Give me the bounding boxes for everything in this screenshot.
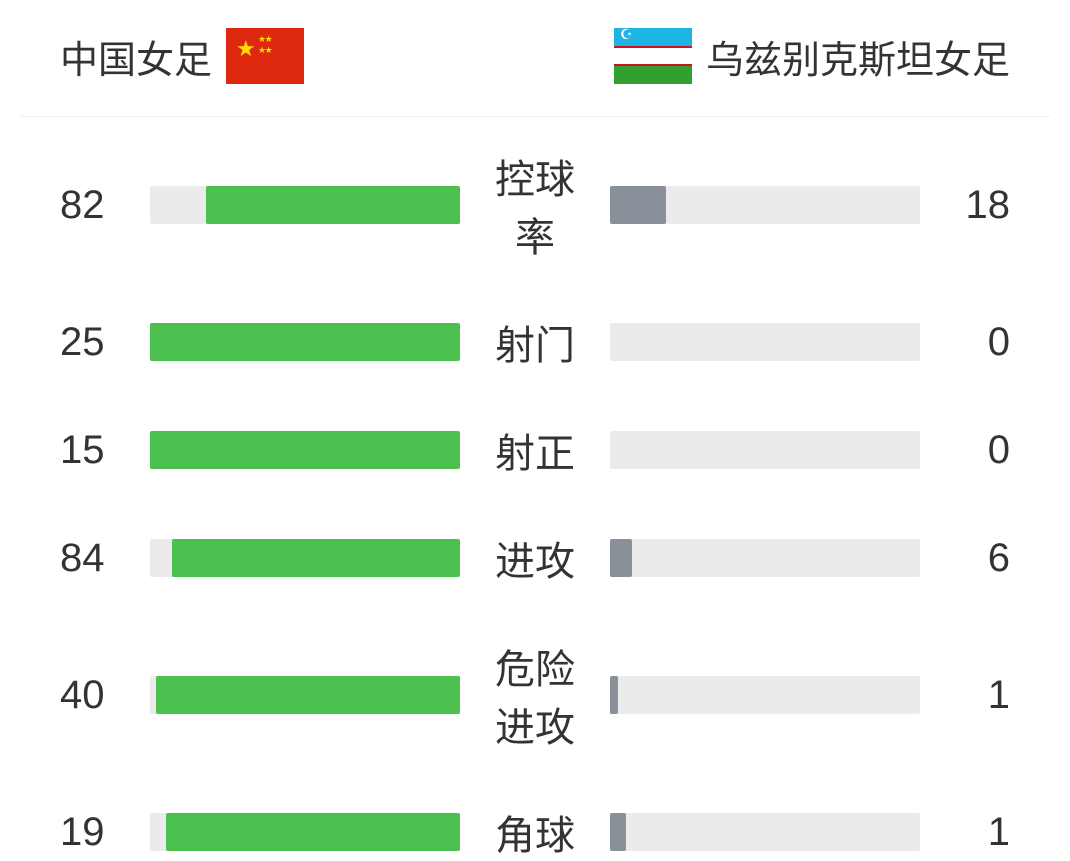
stat-value-left: 82 (60, 183, 150, 228)
stat-label: 角球 (460, 803, 610, 861)
stat-value-right: 1 (920, 673, 1010, 718)
stat-bar-left-fill (150, 431, 460, 469)
stat-value-right: 18 (920, 183, 1010, 228)
stat-row: 84 进攻 6 (60, 529, 1010, 587)
stat-value-left: 84 (60, 536, 150, 581)
stat-bar-left (150, 539, 460, 577)
flag-uzbekistan-icon (614, 28, 692, 84)
stat-label: 射门 (460, 313, 610, 371)
stat-bar-right-fill (610, 813, 626, 851)
stat-bar-left-fill (172, 539, 460, 577)
stat-bar-right-fill (610, 676, 618, 714)
stat-value-left: 25 (60, 320, 150, 365)
stat-row: 82 控球率 18 (60, 147, 1010, 263)
team-left-name: 中国女足 (60, 29, 212, 84)
stats-container: 中国女足 乌兹别克斯坦女足 82 控球率 18 25 射门 (0, 0, 1070, 861)
stat-bar-right-fill (610, 186, 666, 224)
stat-row: 40 危险进攻 1 (60, 637, 1010, 753)
stat-bar-left (150, 676, 460, 714)
stat-row: 15 射正 0 (60, 421, 1010, 479)
stat-bar-left (150, 431, 460, 469)
team-right: 乌兹别克斯坦女足 (614, 28, 1010, 84)
stat-value-right: 6 (920, 536, 1010, 581)
stat-bar-right (610, 676, 920, 714)
stats-list: 82 控球率 18 25 射门 0 15 射正 0 84 进攻 (20, 117, 1050, 861)
stat-bar-right (610, 813, 920, 851)
stat-bar-left (150, 323, 460, 361)
stat-bar-right (610, 539, 920, 577)
stat-label: 危险进攻 (460, 637, 610, 753)
stat-label: 控球率 (460, 147, 610, 263)
stat-bar-right (610, 431, 920, 469)
stat-bar-left-fill (156, 676, 460, 714)
stat-row: 25 射门 0 (60, 313, 1010, 371)
stat-value-left: 15 (60, 428, 150, 473)
stat-bar-right (610, 186, 920, 224)
stat-value-right: 0 (920, 320, 1010, 365)
stat-value-left: 19 (60, 810, 150, 855)
stat-label: 射正 (460, 421, 610, 479)
stat-value-left: 40 (60, 673, 150, 718)
stat-value-right: 1 (920, 810, 1010, 855)
stat-row: 19 角球 1 (60, 803, 1010, 861)
teams-header: 中国女足 乌兹别克斯坦女足 (20, 0, 1050, 117)
stat-bar-left-fill (206, 186, 460, 224)
stat-bar-right (610, 323, 920, 361)
stat-label: 进攻 (460, 529, 610, 587)
team-left: 中国女足 (60, 28, 304, 84)
flag-china-icon (226, 28, 304, 84)
team-right-name: 乌兹别克斯坦女足 (706, 29, 1010, 84)
stat-bar-left (150, 813, 460, 851)
stat-bar-right-fill (610, 539, 632, 577)
stat-bar-left-fill (150, 323, 460, 361)
stat-bar-left-fill (166, 813, 461, 851)
stat-bar-left (150, 186, 460, 224)
stat-value-right: 0 (920, 428, 1010, 473)
